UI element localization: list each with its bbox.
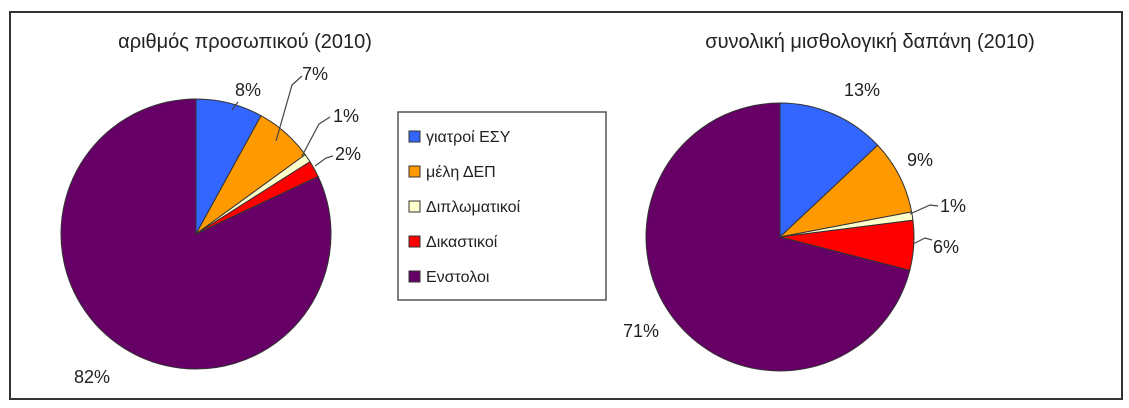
legend-box: [397, 111, 607, 301]
pie-data-label: 7%: [302, 64, 328, 84]
pie-data-label: 82%: [74, 367, 110, 387]
legend-item: γιατροί ΕΣΥ: [408, 129, 511, 146]
pie-chart-staff: 8% 7% 1% 2% 82%: [60, 64, 361, 387]
pie-chart-payroll: 13% 9% 1% 6% 71%: [623, 80, 966, 372]
callout-line: [275, 75, 303, 142]
legend-item: μέλη ΔΕΠ: [408, 164, 496, 181]
callout-line: [314, 155, 334, 167]
pie-data-label: 71%: [623, 321, 659, 341]
pie-title-payroll: συνολική μισθολογική δαπάνη (2010): [705, 31, 1035, 53]
legend-swatch-icon: [408, 165, 421, 178]
legend-item: Δικαστικοί: [408, 234, 498, 251]
pie-data-label: 1%: [333, 106, 359, 126]
legend-swatch-icon: [408, 235, 421, 248]
pie-data-label: 6%: [933, 237, 959, 257]
pie-slice: [60, 98, 332, 370]
legend-swatch-icon: [408, 200, 421, 213]
pie-data-label: 8%: [235, 80, 261, 100]
pie-title-staff: αριθμός προσωπικού (2010): [118, 31, 372, 53]
pie-data-label: 1%: [940, 196, 966, 216]
pie-data-label: 9%: [907, 150, 933, 170]
legend-swatch-icon: [408, 130, 421, 143]
pie-slice: [645, 102, 911, 372]
callout-line: [912, 237, 933, 245]
pie-data-label: 2%: [335, 144, 361, 164]
chart-frame: [9, 11, 1123, 400]
legend-label: γιατροί ΕΣΥ: [426, 129, 511, 146]
legend-label: Δικαστικοί: [426, 234, 498, 251]
legend-item: Ενστολοι: [408, 269, 490, 286]
legend-swatch-icon: [408, 270, 421, 283]
legend: γιατροί ΕΣΥ μέλη ΔΕΠ Διπλωματικοί Δικαστ…: [397, 111, 607, 301]
callout-line: [231, 101, 239, 111]
pie-data-label: 13%: [844, 80, 880, 100]
pie-slice: [779, 102, 879, 239]
legend-label: μέλη ΔΕΠ: [426, 164, 496, 181]
legend-label: Ενστολοι: [426, 269, 490, 286]
legend-item: Διπλωματικοί: [408, 199, 521, 216]
callout-line: [909, 204, 939, 215]
callout-line: [301, 116, 331, 157]
legend-label: Διπλωματικοί: [426, 199, 521, 216]
